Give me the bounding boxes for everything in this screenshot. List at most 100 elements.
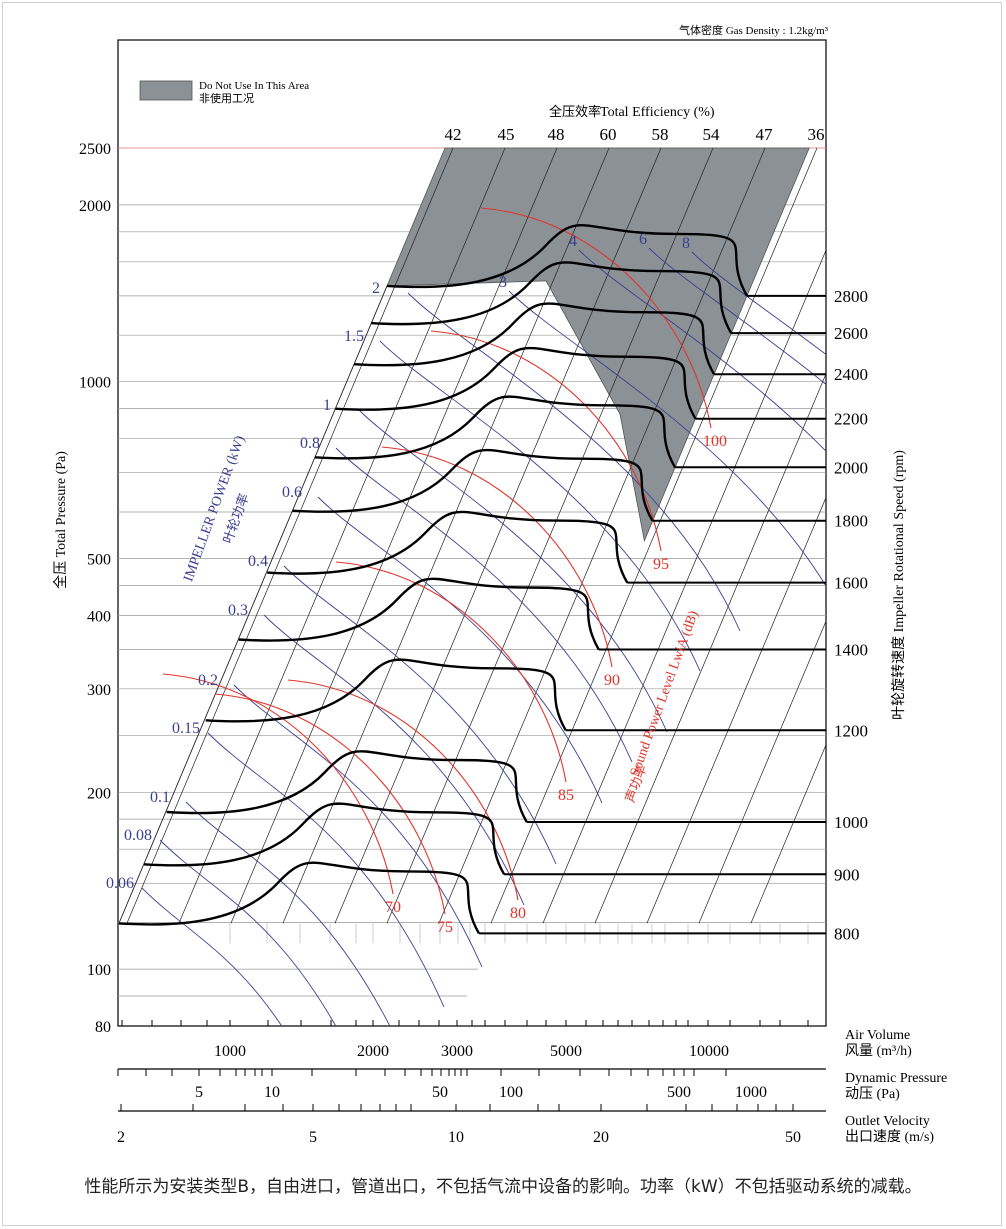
impeller-power-line [233,684,483,968]
efficiency-label: 54 [703,125,721,144]
y-tick-label: 100 [87,962,111,979]
impeller-power-line [379,340,701,672]
y-tick-label: 2000 [79,198,111,215]
impeller-power-label: 0.06 [106,875,134,892]
speed-label: 2600 [834,324,868,343]
speed-label: 1600 [834,574,868,593]
sound-power-label: 90 [604,672,620,689]
speed-curve [292,448,654,522]
efficiency-line [750,743,826,924]
sound-power-label-zh: 声功率 [622,763,650,805]
speed-curve [314,395,677,468]
y-tick-label: 200 [87,785,111,802]
impeller-power-line [691,251,826,355]
impeller-power-line [648,247,826,385]
impeller-power-label: 6 [639,231,647,248]
speed-curve [335,346,697,420]
impeller-power-label: 8 [682,235,690,252]
dynamic-pressure-tick-label: 10 [264,1084,280,1101]
y-tick-label: 80 [95,1019,111,1036]
efficiency-line [126,147,454,924]
efficiency-title-zh: 全压效率 [549,104,601,120]
impeller-power-line [317,496,603,804]
sound-power-line [214,693,446,915]
speed-curve [238,577,600,651]
air-volume-tick-label: 2000 [357,1043,389,1060]
efficiency-line [178,147,506,924]
efficiency-line [646,496,826,924]
speed-curve [371,261,733,334]
impeller-power-line [159,839,337,1026]
outlet-velocity-tick-label: 10 [448,1129,464,1146]
dynamic-pressure-axis-title: Dynamic Pressure [845,1071,947,1086]
speed-curve [166,750,528,823]
sound-power-label: 95 [653,556,669,573]
efficiency-line [594,372,826,924]
y-tick-label: 500 [87,552,111,569]
legend-label: Do Not Use In This Area [199,80,309,92]
legend-swatch [139,80,193,101]
efficiency-line [230,147,558,924]
efficiency-label: 45 [498,125,515,144]
footnote: 性能所示为安装类型B，自由进口，管道出口，不包括气流中设备的影响。功率（kW）不… [84,1177,922,1197]
air-volume-tick-label: 1000 [214,1043,246,1060]
impeller-power-line [358,409,668,733]
y-tick-label: 300 [87,682,111,699]
efficiency-label: 58 [652,125,669,144]
impeller-power-line [407,292,741,632]
impeller-power-label: 0.2 [198,672,218,689]
sound-power-line [430,330,662,552]
outlet-velocity-axis-title: Outlet Velocity [845,1114,930,1129]
sound-power-label: 75 [437,919,453,936]
impeller-power-line [508,290,826,588]
efficiency-title: Total Efficiency (%) [600,105,715,120]
right-axis-label: 叶轮旋转速度 Impeller Rotational Speed (rpm) [891,450,907,720]
impeller-power-label: 1.5 [344,328,364,345]
impeller-power-label: 0.3 [228,602,248,619]
sound-power-label: 70 [385,899,401,916]
impeller-power-line [185,801,391,1026]
sound-power-line [381,446,613,668]
sound-power-label: 80 [510,905,526,922]
legend: Do Not Use In This Area 非使用工况 [139,80,309,105]
speed-label: 1200 [834,721,868,740]
efficiency-line [542,249,826,924]
speed-label: 1400 [834,641,868,660]
dynamic-pressure-axis-unit: 动压 (Pa) [845,1086,900,1102]
impeller-power-line [207,732,445,1008]
impeller-power-label: 0.4 [248,553,268,570]
speed-curve [118,861,480,934]
outlet-velocity-tick-label: 20 [593,1129,609,1146]
speed-label: 2200 [834,410,868,429]
impeller-power-label: 4 [569,233,577,250]
speed-curve [267,510,629,584]
y-tick-label: 2500 [79,141,111,158]
impeller-power-line [141,887,283,1026]
dynamic-pressure-tick-label: 100 [499,1084,523,1101]
air-volume-axis-unit: 风量 (m³/h) [845,1043,912,1059]
efficiency-line [698,620,826,924]
sound-power-label: 85 [558,787,574,804]
sound-power-line [287,679,519,901]
speed-label: 800 [834,924,860,943]
y-tick-label: 400 [87,609,111,626]
speed-curve [205,658,567,731]
impeller-power-label: 1 [323,397,331,414]
impeller-power-label: 0.15 [172,720,200,737]
speed-label: 2400 [834,365,868,384]
impeller-power-line [283,565,557,865]
efficiency-label: 36 [808,125,825,144]
efficiency-label: 47 [756,125,774,144]
outlet-velocity-tick-label: 2 [117,1129,125,1146]
impeller-power-line [578,249,826,452]
impeller-power-label: 2 [372,280,380,297]
dynamic-pressure-tick-label: 1000 [735,1084,767,1101]
y-axis-label: 全压 Total Pressure (Pa) [52,451,69,589]
efficiency-label: 48 [548,125,565,144]
sound-power-line [335,561,567,783]
dynamic-pressure-tick-label: 5 [195,1084,203,1101]
efficiency-line [490,147,818,924]
boundary-left [118,285,388,924]
speed-curve [144,802,506,875]
